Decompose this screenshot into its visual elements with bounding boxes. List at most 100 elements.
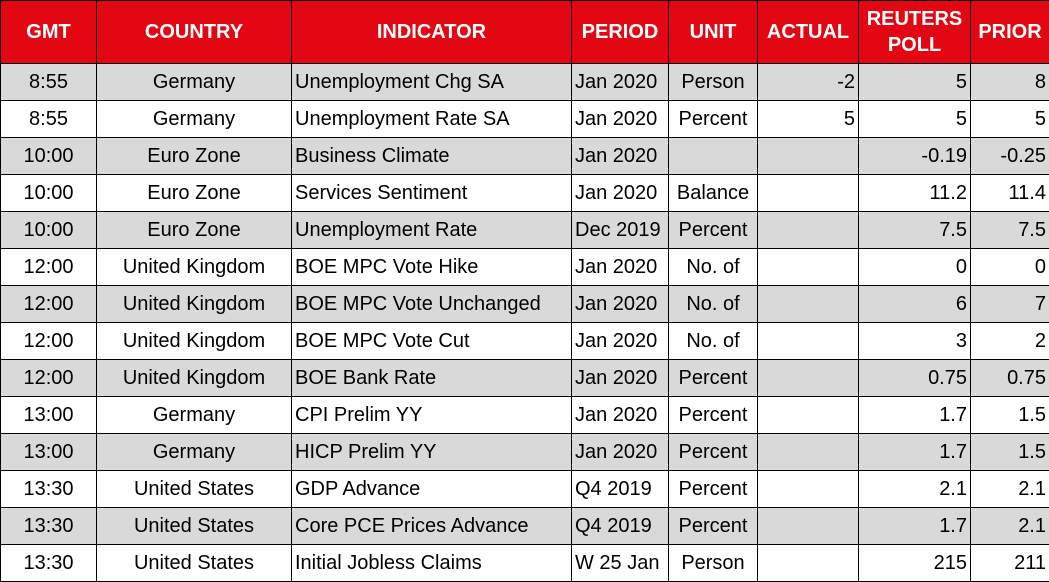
cell: 7.5 <box>859 212 971 249</box>
cell: BOE MPC Vote Cut <box>292 323 572 360</box>
cell: 12:00 <box>1 249 97 286</box>
cell: Unemployment Rate <box>292 212 572 249</box>
cell: 8:55 <box>1 101 97 138</box>
cell <box>758 360 859 397</box>
cell <box>758 286 859 323</box>
cell: Jan 2020 <box>572 286 669 323</box>
cell: Percent <box>669 360 758 397</box>
cell <box>758 545 859 582</box>
cell: 13:30 <box>1 508 97 545</box>
cell: United States <box>97 545 292 582</box>
cell: 1.5 <box>971 397 1049 434</box>
cell: GDP Advance <box>292 471 572 508</box>
cell: 7.5 <box>971 212 1049 249</box>
cell: Balance <box>669 175 758 212</box>
cell: Dec 2019 <box>572 212 669 249</box>
cell: 10:00 <box>1 212 97 249</box>
cell: 13:30 <box>1 545 97 582</box>
cell: Euro Zone <box>97 212 292 249</box>
cell: Jan 2020 <box>572 249 669 286</box>
cell: Business Climate <box>292 138 572 175</box>
cell: 5 <box>971 101 1049 138</box>
cell: Initial Jobless Claims <box>292 545 572 582</box>
cell: No. of <box>669 323 758 360</box>
cell: -0.25 <box>971 138 1049 175</box>
cell: 13:30 <box>1 471 97 508</box>
cell <box>758 397 859 434</box>
cell: 0.75 <box>859 360 971 397</box>
cell: -2 <box>758 64 859 101</box>
cell: BOE Bank Rate <box>292 360 572 397</box>
cell: Jan 2020 <box>572 175 669 212</box>
cell: 12:00 <box>1 323 97 360</box>
cell: Jan 2020 <box>572 360 669 397</box>
cell: -0.19 <box>859 138 971 175</box>
cell: 13:00 <box>1 434 97 471</box>
cell: Person <box>669 64 758 101</box>
cell: 1.7 <box>859 397 971 434</box>
cell: BOE MPC Vote Unchanged <box>292 286 572 323</box>
cell: No. of <box>669 249 758 286</box>
cell: 13:00 <box>1 397 97 434</box>
cell: Jan 2020 <box>572 64 669 101</box>
cell: Jan 2020 <box>572 138 669 175</box>
cell: Germany <box>97 101 292 138</box>
cell: 1.7 <box>859 434 971 471</box>
cell: 2.1 <box>971 508 1049 545</box>
cell: Services Sentiment <box>292 175 572 212</box>
cell: 5 <box>859 101 971 138</box>
cell: United Kingdom <box>97 249 292 286</box>
cell: Germany <box>97 397 292 434</box>
cell: 8 <box>971 64 1049 101</box>
cell: Core PCE Prices Advance <box>292 508 572 545</box>
cell: Percent <box>669 508 758 545</box>
cell: 11.2 <box>859 175 971 212</box>
cell: United States <box>97 471 292 508</box>
cell: BOE MPC Vote Hike <box>292 249 572 286</box>
cell <box>669 138 758 175</box>
cell: Percent <box>669 397 758 434</box>
column-header: ACTUAL <box>758 1 859 64</box>
cell <box>758 434 859 471</box>
column-header: INDICATOR <box>292 1 572 64</box>
cell: United States <box>97 508 292 545</box>
cell: Euro Zone <box>97 175 292 212</box>
cell: 5 <box>758 101 859 138</box>
cell: Q4 2019 <box>572 471 669 508</box>
cell: W 25 Jan <box>572 545 669 582</box>
cell: Unemployment Rate SA <box>292 101 572 138</box>
column-header: PERIOD <box>572 1 669 64</box>
column-header: GMT <box>1 1 97 64</box>
column-header: PRIOR <box>971 1 1049 64</box>
column-header: REUTERS POLL <box>859 1 971 64</box>
cell: HICP Prelim YY <box>292 434 572 471</box>
cell: 2.1 <box>971 471 1049 508</box>
cell: 5 <box>859 64 971 101</box>
cell: 2 <box>971 323 1049 360</box>
cell: 215 <box>859 545 971 582</box>
cell: Person <box>669 545 758 582</box>
cell: 3 <box>859 323 971 360</box>
cell: 0 <box>971 249 1049 286</box>
cell: Germany <box>97 434 292 471</box>
cell: Percent <box>669 101 758 138</box>
cell <box>758 508 859 545</box>
cell: 7 <box>971 286 1049 323</box>
cell: Q4 2019 <box>572 508 669 545</box>
cell: 211 <box>971 545 1049 582</box>
cell: 8:55 <box>1 64 97 101</box>
cell <box>758 249 859 286</box>
cell: Jan 2020 <box>572 434 669 471</box>
